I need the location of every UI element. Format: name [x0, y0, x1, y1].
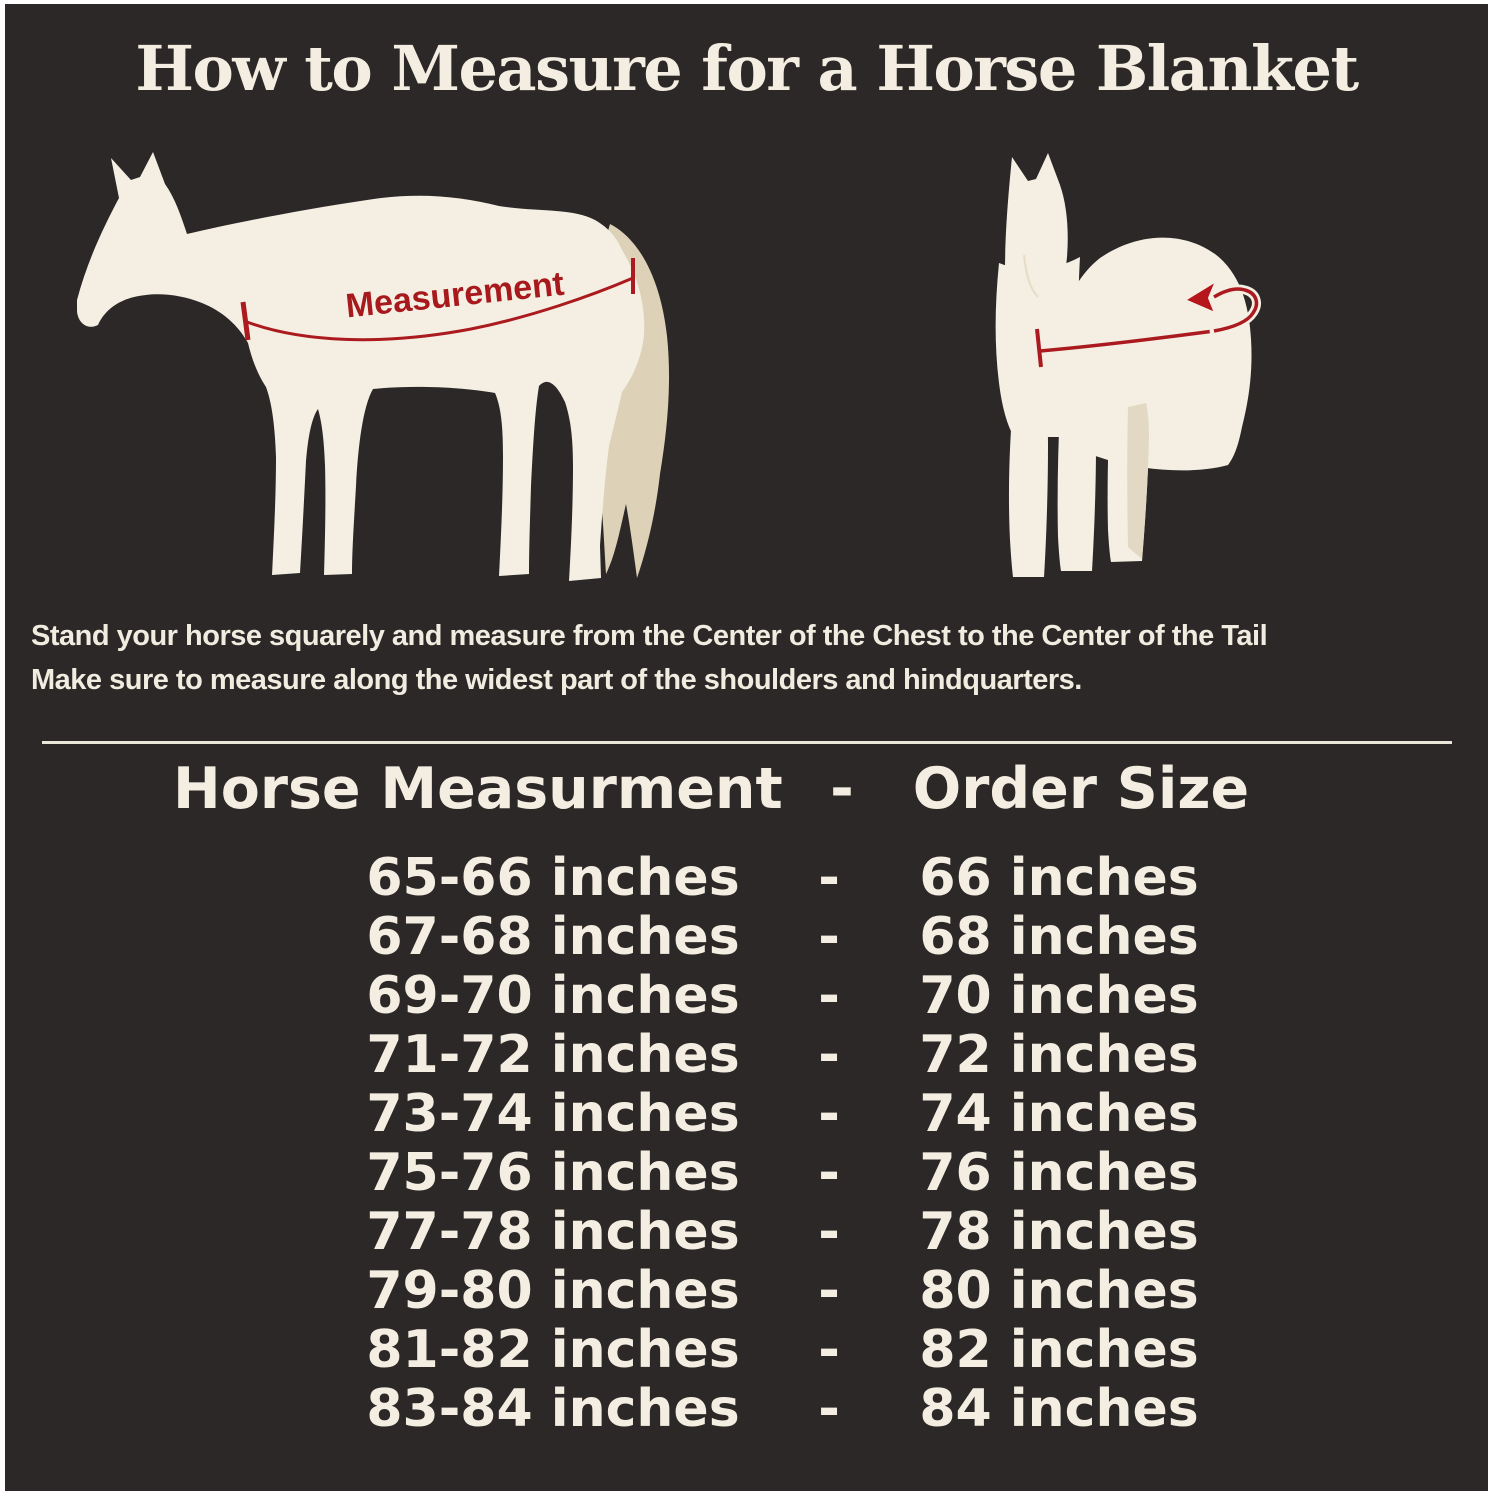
table-row: 81-82 inches - 82 inches: [5, 1321, 1488, 1380]
table-row: 71-72 inches - 72 inches: [5, 1026, 1488, 1085]
order-size-cell: 72 inches: [919, 1025, 1199, 1085]
section-divider: [42, 741, 1452, 744]
measurement-cell: 79-80 inches: [366, 1261, 740, 1321]
separator-cell: -: [818, 1320, 840, 1380]
girth-chest-tick: [1035, 328, 1043, 368]
order-size-cell: 68 inches: [919, 907, 1199, 967]
measurement-line: [246, 276, 634, 342]
table-row: 67-68 inches - 68 inches: [5, 908, 1488, 967]
measurement-cell: 73-74 inches: [366, 1084, 740, 1144]
order-size-cell: 82 inches: [919, 1320, 1199, 1380]
measurement-cell: 65-66 inches: [366, 848, 740, 908]
column-header-measurement: Horse Measurment: [173, 756, 783, 822]
girth-loop: [1213, 287, 1259, 333]
measurement-cell: 83-84 inches: [366, 1379, 740, 1439]
table-row: 83-84 inches - 84 inches: [5, 1380, 1488, 1439]
measurement-cell: 71-72 inches: [366, 1025, 740, 1085]
order-size-cell: 78 inches: [919, 1202, 1199, 1262]
column-header-order: Order Size: [912, 756, 1250, 822]
separator-cell: -: [818, 1379, 840, 1439]
order-size-cell: 84 inches: [919, 1379, 1199, 1439]
horse-body-shape: [77, 152, 645, 581]
order-size-cell: 76 inches: [919, 1143, 1199, 1203]
size-table: 65-66 inches - 66 inches 67-68 inches - …: [5, 849, 1488, 1439]
size-table-header: Horse Measurment - Order Size: [5, 756, 1488, 822]
chest-tick: [240, 301, 251, 341]
cheek-line: [1023, 254, 1039, 298]
horse-front-left-leg: [1008, 411, 1048, 577]
table-row: 65-66 inches - 66 inches: [5, 849, 1488, 908]
measurement-cell: 69-70 inches: [366, 966, 740, 1026]
separator-cell: -: [818, 907, 840, 967]
front-horse-illustration: [995, 153, 1261, 577]
page-title: How to Measure for a Horse Blanket: [135, 32, 1359, 105]
order-size-cell: 74 inches: [919, 1084, 1199, 1144]
measurement-cell: 81-82 inches: [366, 1320, 740, 1380]
table-row: 75-76 inches - 76 inches: [5, 1144, 1488, 1203]
infographic-panel: How to Measure for a Horse Blanket Measu…: [5, 4, 1488, 1491]
separator-cell: -: [818, 1084, 840, 1144]
measurement-cell: 75-76 inches: [366, 1143, 740, 1203]
hind-leg-shading: [1127, 403, 1149, 559]
separator-cell: -: [818, 1261, 840, 1321]
order-size-cell: 70 inches: [919, 966, 1199, 1026]
separator-cell: -: [818, 1025, 840, 1085]
separator-cell: -: [818, 1202, 840, 1262]
order-size-cell: 80 inches: [919, 1261, 1199, 1321]
instructions-line-1: Stand your horse squarely and measure fr…: [31, 620, 1268, 652]
wrap-arrow-icon: [1182, 278, 1219, 315]
side-horse-illustration: Measurement: [77, 152, 670, 581]
table-row: 77-78 inches - 78 inches: [5, 1203, 1488, 1262]
girth-line: [1039, 329, 1215, 353]
separator-cell: -: [818, 966, 840, 1026]
measurement-cell: 77-78 inches: [366, 1202, 740, 1262]
separator-cell: -: [818, 848, 840, 908]
measurement-cell: 67-68 inches: [366, 907, 740, 967]
horse-front-right-leg: [1057, 405, 1096, 571]
order-size-cell: 66 inches: [919, 848, 1199, 908]
instructions-line-2: Make sure to measure along the widest pa…: [31, 664, 1082, 696]
separator-cell: -: [818, 1143, 840, 1203]
table-row: 73-74 inches - 74 inches: [5, 1085, 1488, 1144]
table-row: 79-80 inches - 80 inches: [5, 1262, 1488, 1321]
table-row: 69-70 inches - 70 inches: [5, 967, 1488, 1026]
header-separator: -: [830, 756, 854, 822]
